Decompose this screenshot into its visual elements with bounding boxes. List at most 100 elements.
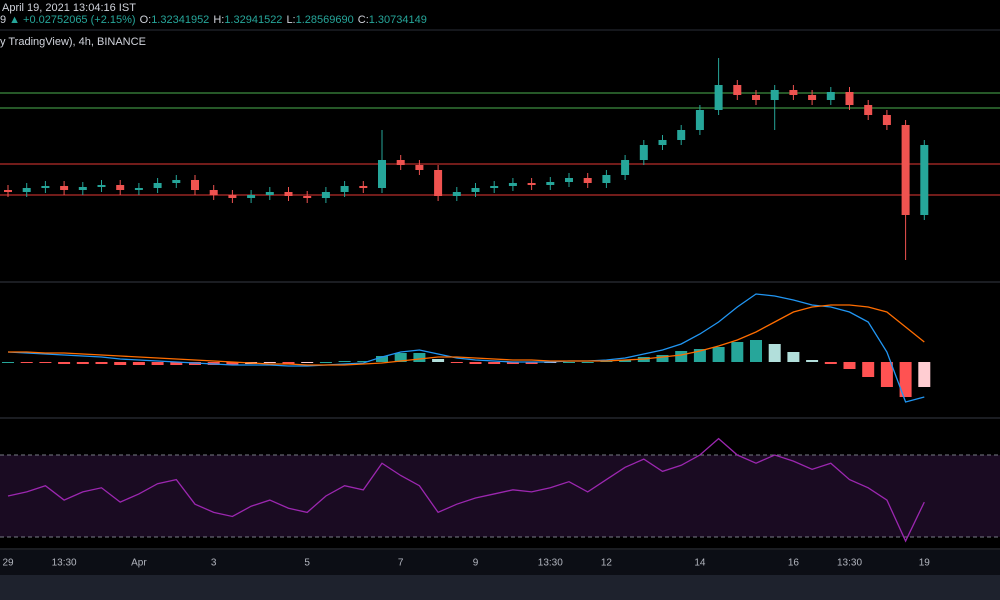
candle-body bbox=[153, 183, 162, 188]
candle-body bbox=[752, 95, 760, 100]
histogram-bar bbox=[918, 362, 931, 387]
histogram-bar bbox=[39, 362, 52, 363]
histogram-bar bbox=[394, 353, 407, 362]
candle-body bbox=[321, 192, 330, 198]
ohlc-value: 1.28569690 bbox=[296, 14, 354, 26]
histogram-bar bbox=[619, 360, 632, 362]
histogram-bar bbox=[95, 362, 108, 364]
candle-body bbox=[172, 180, 181, 183]
candle-body bbox=[695, 110, 704, 130]
ohlc-label: O: bbox=[140, 14, 152, 26]
macd-line bbox=[7, 293, 925, 403]
rsi-band bbox=[0, 455, 1000, 537]
histogram-bar bbox=[282, 362, 295, 364]
histogram-bar bbox=[731, 342, 744, 362]
histogram-bar bbox=[656, 355, 669, 362]
histogram-bar bbox=[2, 362, 14, 363]
candle-body bbox=[4, 190, 12, 192]
histogram-bar bbox=[469, 362, 482, 364]
candle-body bbox=[247, 195, 256, 198]
candle-body bbox=[508, 183, 517, 186]
histogram-bar bbox=[226, 362, 239, 365]
candle-body bbox=[303, 196, 312, 198]
histogram-bar bbox=[899, 362, 912, 397]
symbol-fragment: 9 bbox=[0, 14, 6, 26]
candle-body bbox=[22, 188, 31, 192]
candle-body bbox=[602, 175, 611, 183]
candle-body bbox=[789, 90, 798, 95]
change-arrow: ▲ bbox=[9, 14, 20, 26]
candle-body bbox=[583, 178, 592, 183]
x-tick-label: 13:30 bbox=[538, 558, 563, 569]
candle-body bbox=[621, 160, 630, 175]
candle-body bbox=[228, 195, 237, 198]
x-tick-label: 12 bbox=[601, 558, 613, 569]
candle-body bbox=[845, 92, 854, 105]
histogram-bar bbox=[525, 362, 538, 364]
candle-body bbox=[770, 90, 779, 100]
x-tick-label: 14 bbox=[694, 558, 706, 569]
histogram-bar bbox=[880, 362, 893, 387]
candle-body bbox=[920, 145, 929, 215]
candle-body bbox=[527, 183, 536, 185]
candle-body bbox=[658, 140, 667, 145]
ohlc-label: C: bbox=[358, 14, 369, 26]
histogram-bar bbox=[58, 362, 71, 364]
source: y TradingView), 4h, BINANCE bbox=[0, 36, 146, 48]
histogram-bar bbox=[170, 362, 183, 365]
bottom-bar bbox=[0, 575, 1000, 600]
x-tick-label: Apr bbox=[131, 558, 147, 569]
candle-body bbox=[714, 85, 723, 110]
x-tick-label: 19 bbox=[919, 558, 931, 569]
candle-body bbox=[284, 192, 293, 196]
histogram-bar bbox=[824, 362, 837, 364]
histogram-bar bbox=[563, 362, 575, 363]
histogram-bar bbox=[263, 362, 276, 363]
histogram-bar bbox=[114, 362, 127, 365]
candle-body bbox=[733, 85, 742, 95]
histogram-bar bbox=[450, 362, 463, 363]
candle-body bbox=[209, 190, 218, 195]
x-tick-label: 16 bbox=[788, 558, 800, 569]
x-tick-label: 3 bbox=[211, 558, 217, 569]
ohlc-value: 1.32341952 bbox=[151, 14, 209, 26]
candle-body bbox=[882, 115, 891, 125]
ohlc-value: 1.32941522 bbox=[224, 14, 282, 26]
x-tick-label: 5 bbox=[304, 558, 310, 569]
x-tick-label: 13:30 bbox=[837, 558, 862, 569]
candle-body bbox=[808, 95, 817, 100]
candle-body bbox=[191, 180, 199, 190]
histogram-bar bbox=[301, 362, 314, 363]
time-axis-bg bbox=[0, 550, 1000, 575]
candle-body bbox=[826, 92, 835, 100]
x-tick-label: 7 bbox=[398, 558, 404, 569]
ohlc-value: 1.30734149 bbox=[369, 14, 427, 26]
change: +0.02752065 (+2.15%) bbox=[23, 14, 136, 26]
candle-body bbox=[340, 186, 349, 192]
candle-body bbox=[396, 160, 405, 165]
histogram-bar bbox=[413, 353, 426, 362]
histogram-bar bbox=[432, 359, 445, 362]
histogram-bar bbox=[862, 362, 875, 377]
histogram-bar bbox=[581, 362, 594, 363]
histogram-bar bbox=[675, 351, 688, 362]
histogram-bar bbox=[376, 356, 388, 362]
histogram-bar bbox=[76, 362, 89, 364]
rsi-line bbox=[7, 437, 925, 543]
candle-body bbox=[639, 145, 648, 160]
candle-body bbox=[434, 170, 443, 196]
ohlc-label: L: bbox=[286, 14, 295, 26]
x-tick-label: 29 bbox=[2, 558, 14, 569]
histogram-bar bbox=[151, 362, 164, 365]
histogram-bar bbox=[712, 347, 725, 362]
candle-body bbox=[565, 178, 573, 182]
candle-body bbox=[901, 125, 910, 215]
histogram-bar bbox=[357, 361, 370, 362]
histogram-bar bbox=[806, 360, 819, 362]
candle-body bbox=[864, 105, 873, 115]
histogram-bar bbox=[20, 362, 33, 363]
datetime: April 19, 2021 13:04:16 IST bbox=[2, 2, 136, 14]
candle-body bbox=[265, 192, 274, 195]
